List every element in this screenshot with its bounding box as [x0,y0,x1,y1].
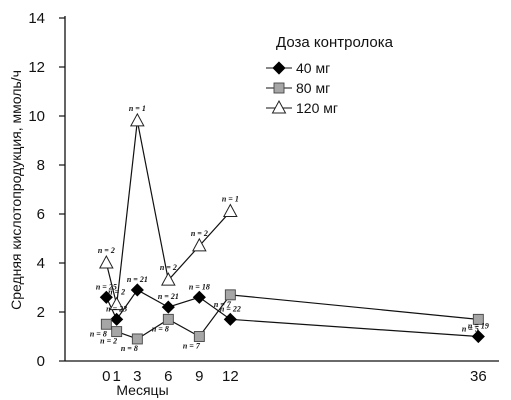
data-point-square [131,333,143,345]
sample-size-label: n = 23 [106,304,127,313]
sample-size-label: n = 8 [90,329,107,338]
sample-size-label: n = 18 [189,282,210,291]
axes [64,16,499,362]
data-point-triangle [160,272,176,286]
legend-label: 120 мг [296,100,338,116]
data-point-diamond [130,283,144,297]
sample-size-label: n = 2 [108,288,125,297]
legend-label: 80 мг [296,80,330,96]
sample-size-label: n = 2 [98,246,115,255]
sample-size-label: n = 2 [191,229,208,238]
data-point-diamond [223,312,237,326]
data-point-triangle [109,296,125,311]
x-tick-label: 36 [470,368,487,385]
legend: Доза контролока 40 мг 80 мг 120 мг [266,34,394,116]
data-point-diamond [110,312,124,326]
data-point-square [111,326,123,338]
legend-marker-square [273,82,285,94]
x-axis-title: Месяцы [116,382,168,398]
data-point-square [162,313,174,325]
y-tick-label: 4 [37,255,45,272]
data-point-triangle [129,112,145,127]
data-point-square [472,313,484,325]
legend-title: Доза контролока [276,34,394,51]
y-axis-title: Средняя кислотопродукция, ммоль/ч [8,70,24,310]
y-axis-ticks: 0 2 4 6 8 10 12 14 [28,10,65,370]
x-tick-label: 1 [112,368,120,385]
sample-size-label: n = 22 [220,304,241,313]
sample-size-label: n = 25 [96,282,117,291]
sample-size-label: n = 1 [129,104,146,113]
sample-size-label: n = 5 [462,324,479,333]
data-point-diamond [161,300,175,314]
data-point-triangle [98,254,114,269]
sample-size-label: n = 1 [222,195,239,204]
x-tick-label: 12 [222,368,239,385]
legend-label: 40 мг [296,60,330,76]
series-layer [98,112,485,345]
series-line-2 [105,120,231,305]
y-tick-label: 14 [28,10,45,27]
sample-size-label: n = 19 [468,322,489,331]
sample-size-label: n = 2 [160,263,177,272]
y-tick-label: 8 [37,157,45,174]
sample-size-label: n = 8 [152,324,169,333]
x-tick-label: 6 [164,368,172,385]
data-point-triangle [222,203,238,218]
y-tick-label: 2 [37,304,45,321]
data-point-diamond [471,329,485,344]
sample-size-label: n = 21 [127,275,148,284]
data-labels: n = 25n = 23n = 21n = 21n = 18n = 22n = … [90,104,489,353]
x-axis-ticks: 0 1 3 6 9 12 36 [102,368,487,385]
data-point-square [100,318,112,330]
x-tick-label: 0 [102,368,110,385]
sample-size-label: n = 8 [121,344,138,353]
data-point-square [193,331,205,342]
data-point-diamond [192,290,206,304]
x-tick-label: 3 [133,368,141,385]
sample-size-label: n = 7 [183,342,201,351]
legend-marker-diamond [272,61,286,75]
sample-size-label: n = 2 [100,337,117,346]
y-tick-label: 6 [37,206,45,223]
y-tick-label: 12 [28,59,45,76]
legend-marker-triangle [271,99,287,114]
sample-size-label: n = 21 [158,292,179,301]
x-tick-label: 9 [195,368,203,385]
sample-size-label: n = 7 [214,300,232,309]
data-point-square [224,289,236,301]
data-point-triangle [191,237,207,252]
y-tick-label: 0 [37,353,45,370]
data-point-diamond [99,290,113,304]
y-tick-label: 10 [28,108,45,125]
